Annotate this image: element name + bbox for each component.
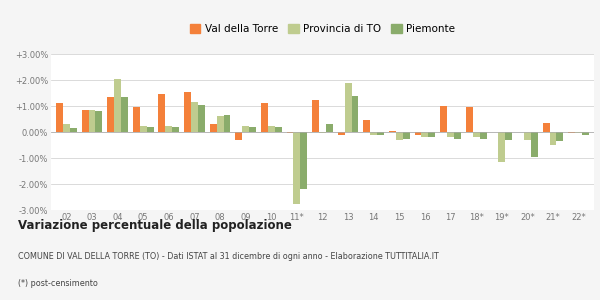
Bar [479,132,487,139]
Bar [575,132,582,133]
Bar [235,132,242,140]
Bar [344,82,352,132]
Bar [268,125,275,132]
Bar [293,132,301,203]
Bar [326,124,333,132]
Bar [550,132,556,145]
Bar [428,132,436,137]
Bar [447,132,454,137]
Bar [415,132,421,135]
Bar [466,107,473,132]
Bar [582,132,589,135]
Bar [287,132,293,133]
Bar [473,132,479,137]
Bar [542,123,550,132]
Bar [146,127,154,132]
Bar [217,116,224,132]
Bar [198,105,205,132]
Bar [249,127,256,132]
Bar [364,120,370,132]
Bar [82,110,89,132]
Bar [133,107,140,132]
Bar [172,127,179,132]
Bar [389,131,396,132]
Bar [312,100,319,132]
Bar [301,132,307,189]
Bar [499,132,505,162]
Bar [158,94,166,132]
Bar [524,132,531,140]
Bar [242,125,249,132]
Bar [224,115,230,132]
Text: (*) post-censimento: (*) post-censimento [18,279,98,288]
Bar [121,97,128,132]
Bar [89,110,95,132]
Bar [319,132,326,133]
Bar [370,132,377,135]
Text: Variazione percentuale della popolazione: Variazione percentuale della popolazione [18,219,292,232]
Bar [140,125,146,132]
Bar [95,111,103,132]
Bar [396,132,403,140]
Bar [166,125,172,132]
Bar [56,103,63,132]
Bar [107,97,114,132]
Bar [338,132,344,135]
Bar [403,132,410,139]
Bar [377,132,384,135]
Bar [209,124,217,132]
Bar [191,102,198,132]
Bar [568,132,575,133]
Bar [421,132,428,137]
Text: COMUNE DI VAL DELLA TORRE (TO) - Dati ISTAT al 31 dicembre di ogni anno - Elabor: COMUNE DI VAL DELLA TORRE (TO) - Dati IS… [18,252,439,261]
Bar [454,132,461,139]
Bar [261,103,268,132]
Bar [114,79,121,132]
Bar [70,128,77,132]
Bar [440,106,447,132]
Bar [352,96,358,132]
Bar [505,132,512,140]
Legend: Val della Torre, Provincia di TO, Piemonte: Val della Torre, Provincia di TO, Piemon… [186,20,459,38]
Bar [63,124,70,132]
Bar [275,127,281,132]
Bar [531,132,538,157]
Bar [184,92,191,132]
Bar [556,132,563,141]
